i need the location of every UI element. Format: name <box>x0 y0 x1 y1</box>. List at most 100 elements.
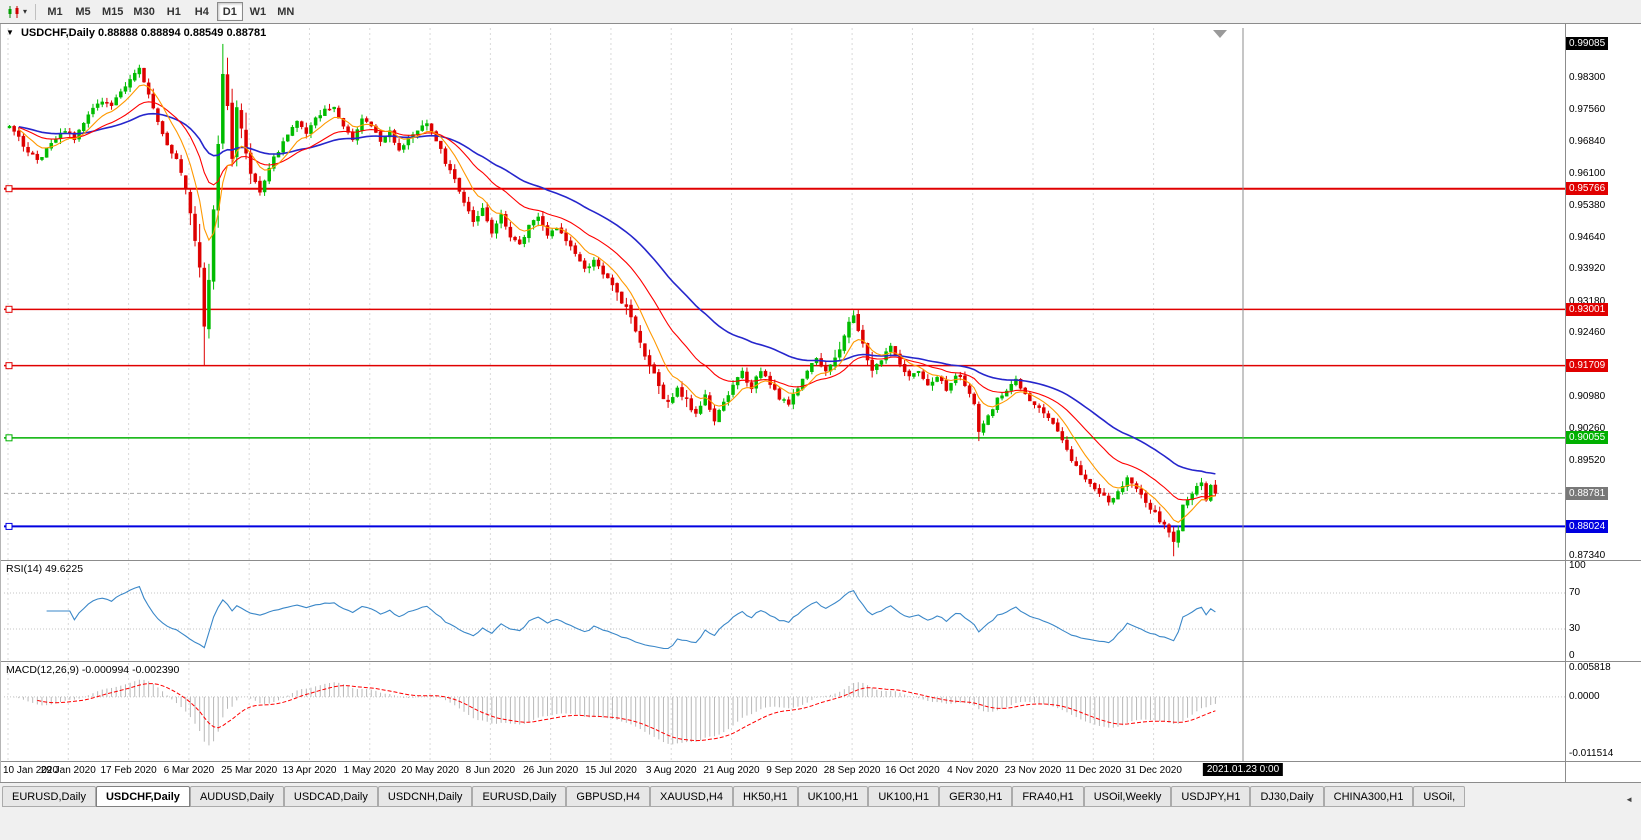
toolbar: ▾ M1 M5 M15 M30 H1 H4 D1 W1 MN <box>0 0 1641 24</box>
price-axis-tick: 0.90980 <box>1569 391 1606 403</box>
chart-ohlc-values: 0.88888 0.88894 0.88549 0.88781 <box>98 27 267 39</box>
chart-tab-hk50-h1[interactable]: HK50,H1 <box>732 786 798 807</box>
price-marker-0.88024: 0.88024 <box>1566 519 1609 533</box>
time-axis-label: 3 Aug 2020 <box>645 765 697 776</box>
chart-tab-usdchf-daily[interactable]: USDCHF,Daily <box>95 786 190 807</box>
price-marker-0.93001: 0.93001 <box>1566 302 1609 316</box>
price-marker-0.95766: 0.95766 <box>1566 182 1609 196</box>
price-axis-tick: 0.94640 <box>1569 231 1606 243</box>
timeframe-button-m15[interactable]: M15 <box>102 5 124 18</box>
timeframe-button-h4[interactable]: H4 <box>194 5 209 18</box>
indicator-level-lines <box>4 592 1565 698</box>
time-axis-label: 1 May 2020 <box>343 765 396 776</box>
ma-fast-line <box>18 84 1216 523</box>
price-marker-0.88781: 0.88781 <box>1566 486 1609 500</box>
time-axis-label: 11 Dec 2020 <box>1065 765 1122 776</box>
chart-tab-uk100-h1[interactable]: UK100,H1 <box>868 786 940 807</box>
chart-shift-marker-icon <box>1213 30 1227 38</box>
price-axis-tick: 0.93920 <box>1569 263 1606 275</box>
panel-separators <box>0 24 1641 782</box>
chart-symbol-period: USDCHF,Daily <box>20 27 95 39</box>
toolbar-separator <box>35 3 37 20</box>
chart-tabbar: EURUSD,Daily USDCHF,Daily AUDUSD,Daily USDC… <box>0 782 1641 808</box>
price-axis-tick: 0.89520 <box>1569 455 1606 467</box>
timeframe-button-mn[interactable]: MN <box>277 5 295 18</box>
chart-tab-china300-h1[interactable]: CHINA300,H1 <box>1323 786 1414 807</box>
price-axis-tick: 0 <box>1569 650 1575 661</box>
timeframe-button-m5[interactable]: M5 <box>75 5 91 18</box>
time-axis-label: 9 Sep 2020 <box>766 765 818 776</box>
macd-signal-line <box>37 683 1216 742</box>
chart-tab-usdcnh-daily[interactable]: USDCNH,Daily <box>377 786 473 807</box>
time-axis-label: 17 Feb 2020 <box>100 765 157 776</box>
chart-tab-gbpusd-h4[interactable]: GBPUSD,H4 <box>566 786 650 807</box>
chart-tab-usdjpy-h1[interactable]: USDJPY,H1 <box>1171 786 1251 807</box>
time-axis-label: 28 Sep 2020 <box>823 765 881 776</box>
time-axis: 10 Jan 2020 29 Jan 2020 17 Feb 2020 6 Mar 2… <box>0 761 1641 782</box>
price-axis-tick: 0.97560 <box>1569 104 1606 116</box>
chart-canvas[interactable] <box>0 24 1641 782</box>
price-axis-tick: 100 <box>1569 560 1586 571</box>
time-axis-label: 23 Nov 2020 <box>1004 765 1062 776</box>
candlestick-chart-icon <box>8 5 19 18</box>
chevron-down-icon: ▾ <box>23 6 28 16</box>
chart-tab-uk100-h1[interactable]: UK100,H1 <box>797 786 869 807</box>
chart-tab-eurusd-daily[interactable]: EURUSD,Daily <box>472 786 567 807</box>
chart-tab-audusd-daily[interactable]: AUDUSD,Daily <box>189 786 284 807</box>
chart-tab-usoil-weekly[interactable]: USOil,Weekly <box>1083 786 1172 807</box>
price-axis-tick: 0.96840 <box>1569 135 1606 147</box>
time-axis-label: 6 Mar 2020 <box>163 765 215 776</box>
price-axis-tick: 0.92460 <box>1569 326 1606 338</box>
price-marker-0.90055: 0.90055 <box>1566 431 1609 445</box>
timeframe-button-w1[interactable]: W1 <box>249 5 267 18</box>
price-marker-0.91709: 0.91709 <box>1566 359 1609 373</box>
price-axis-tick: 0.95380 <box>1569 199 1606 211</box>
time-axis-label: 31 Dec 2020 <box>1125 765 1182 776</box>
collapse-triangle-icon: ▼ <box>6 28 14 37</box>
timeframe-button-m1[interactable]: M1 <box>47 5 63 18</box>
chart-tab-dj30-daily[interactable]: DJ30,Daily <box>1250 786 1324 807</box>
price-axis-tick: 0.0000 <box>1569 690 1600 702</box>
ma-mid-line <box>18 101 1216 501</box>
price-marker-0.99085: 0.99085 <box>1566 37 1609 51</box>
timeframe-button-m30[interactable]: M30 <box>133 5 155 18</box>
time-axis-label: 16 Oct 2020 <box>885 765 940 776</box>
price-axis-tick: 0.98300 <box>1569 72 1606 84</box>
chart-region: ▼ USDCHF,Daily 0.88888 0.88894 0.88549 0… <box>0 24 1641 782</box>
time-axis-label: 21 Aug 2020 <box>703 765 760 776</box>
price-axis-tick: 0.87340 <box>1569 550 1606 562</box>
time-axis-label: 13 Apr 2020 <box>282 765 337 776</box>
macd-indicator-label: MACD(12,26,9) -0.000994 -0.002390 <box>6 664 180 676</box>
price-axis-tick: 0.93180 <box>1569 295 1606 307</box>
time-axis-label: 25 Mar 2020 <box>221 765 278 776</box>
ma-slow-line <box>18 112 1216 475</box>
timeframe-button-group: M1 M5 M15 M30 H1 H4 D1 W1 MN <box>41 2 300 21</box>
price-axis-tick: 30 <box>1569 623 1581 634</box>
time-cursor-label: 2021.01.23 0:00 <box>1202 763 1284 776</box>
chart-title: ▼ USDCHF,Daily 0.88888 0.88894 0.88549 0… <box>6 27 266 39</box>
chart-tab-usdcad-daily[interactable]: USDCAD,Daily <box>283 786 378 807</box>
time-axis-label: 4 Nov 2020 <box>947 765 999 776</box>
timeframe-button-d1[interactable]: D1 <box>216 2 243 21</box>
chart-type-button[interactable]: ▾ <box>3 2 30 22</box>
price-axis-tick: 70 <box>1569 587 1581 598</box>
time-axis-label: 10 Jan 2020 <box>3 765 59 776</box>
macd-histogram <box>13 679 1216 746</box>
horizontal-lines <box>4 185 1565 530</box>
price-axis-tick: 0.005818 <box>1569 662 1611 673</box>
timeframe-button-h1[interactable]: H1 <box>166 5 181 18</box>
tabbar-scroll-left-icon[interactable]: ◄ <box>1625 795 1633 804</box>
chart-tab-eurusd-daily[interactable]: EURUSD,Daily <box>2 786 96 807</box>
rsi-line <box>46 585 1216 650</box>
time-axis-label: 20 May 2020 <box>401 765 459 776</box>
chart-tab-ger30-h1[interactable]: GER30,H1 <box>939 786 1013 807</box>
chart-tab-usoil-[interactable]: USOil, <box>1413 786 1466 807</box>
time-axis-label: 29 Jan 2020 <box>40 765 96 776</box>
chart-tab-xauusd-h4[interactable]: XAUUSD,H4 <box>649 786 733 807</box>
price-axis-tick: 0.90260 <box>1569 422 1606 434</box>
time-axis-label: 8 Jun 2020 <box>465 765 516 776</box>
time-axis-label: 15 Jul 2020 <box>585 765 637 776</box>
price-axis-tick: 0.96100 <box>1569 168 1606 180</box>
rsi-indicator-label: RSI(14) 49.6225 <box>6 563 84 575</box>
chart-tab-fra40-h1[interactable]: FRA40,H1 <box>1012 786 1084 807</box>
